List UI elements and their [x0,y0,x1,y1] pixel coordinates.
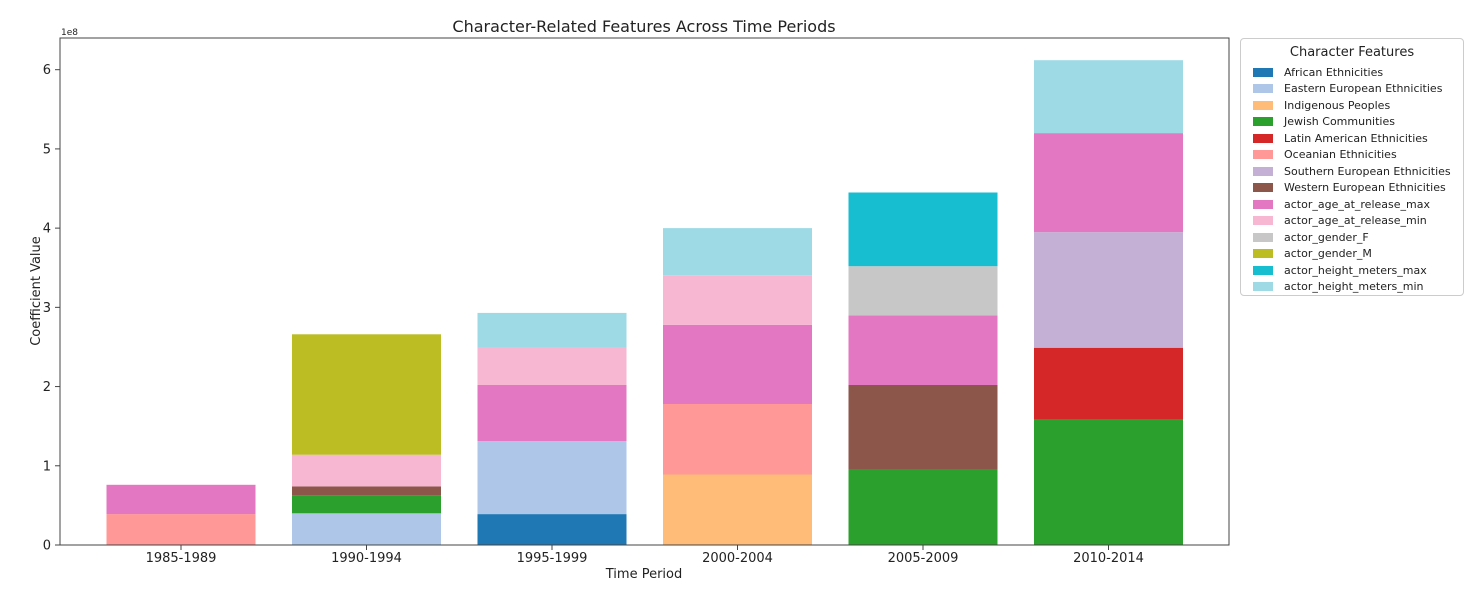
bar-segment [1034,419,1183,545]
legend-item: Oceanian Ethnicities [1253,148,1397,162]
legend-item: actor_age_at_release_max [1253,197,1430,211]
legend-swatch [1253,232,1273,242]
legend-label: actor_gender_M [1284,247,1372,260]
bar-segment [106,514,256,545]
y-tick-label: 3 [43,301,51,316]
legend-label: Eastern European Ethnicities [1284,82,1443,95]
legend-swatch [1253,84,1273,93]
plot-area-frame [59,37,1230,546]
bar-segment [477,385,627,442]
bar-segment [848,315,998,385]
x-tick-label: 1995-1999 [517,551,588,566]
x-tick-label: 2000-2004 [702,551,773,566]
bar-segment [477,347,627,385]
legend-label: actor_age_at_release_max [1284,197,1430,211]
bar-segment [663,275,812,325]
legend-label: Southern European Ethnicities [1284,164,1451,178]
y-axis-offset-text: 1e8 [61,28,78,38]
legend-swatch [1253,265,1273,275]
legend-label: Western European Ethnicities [1284,181,1446,194]
x-axis-label: Time Period [605,567,682,582]
legend-label: Latin American Ethnicities [1284,131,1428,145]
bar-segment [1034,133,1183,233]
y-tick-label: 1 [43,459,51,474]
bar-segment [292,495,441,514]
legend-item: Jewish Communities [1253,115,1395,129]
y-tick-label: 2 [43,380,51,395]
legend-item: Southern European Ethnicities [1253,164,1451,178]
legend-swatch [1253,216,1273,225]
legend-label: African Ethnicities [1284,65,1384,79]
legend-item: actor_gender_F [1253,230,1369,244]
x-tick-label: 2005-2009 [888,551,959,566]
y-tick-label: 0 [43,539,51,554]
legend-swatch [1253,100,1273,110]
y-tick-label: 5 [43,142,51,157]
bar-segment [663,474,812,545]
legend-item: Indigenous Peoples [1253,98,1390,112]
bar-segment [1034,347,1183,420]
bar-segment [663,228,812,276]
x-tick-label: 1985-1989 [146,551,217,566]
bar-segment [663,324,812,404]
legend-swatch [1253,249,1273,258]
bar-segment [1034,60,1183,134]
chart-title: Character-Related Features Across Time P… [452,17,835,36]
legend-item: African Ethnicities [1253,65,1383,79]
legend-item: Eastern European Ethnicities [1253,82,1442,96]
legend-label: actor_gender_F [1284,230,1369,244]
legend-swatch [1253,183,1273,192]
legend-label: Jewish Communities [1284,115,1395,128]
bar-segment [292,513,441,545]
bar-segment [292,454,441,487]
legend-swatch [1253,282,1273,291]
legend-swatch [1253,117,1273,126]
legend-label: actor_height_meters_max [1284,263,1427,277]
legend-item: Western European Ethnicities [1253,181,1446,195]
legend-item: actor_age_at_release_min [1253,214,1427,228]
bar-segment [663,404,812,475]
legend-swatch [1253,67,1273,77]
bar-segment [848,468,998,545]
legend-label: Indigenous Peoples [1284,98,1391,112]
bar-segment [106,484,256,515]
legend-swatch [1253,150,1273,159]
legend-item: actor_height_meters_min [1253,280,1423,294]
y-axis-ticks: 0 1 2 3 4 5 6 [43,63,60,554]
bars-layer [106,60,1183,545]
y-axis-label: Coefficient Value [29,236,44,346]
legend: Character Features African Ethnicities Ea… [1240,38,1464,296]
legend-swatch [1253,133,1273,143]
bar-segment [848,266,998,316]
bar-segment [292,486,441,496]
y-tick-label: 6 [43,63,51,78]
legend-label: actor_age_at_release_min [1284,214,1427,227]
x-tick-label: 2010-2014 [1073,551,1144,566]
bar-segment [477,312,627,347]
legend-label: Oceanian Ethnicities [1284,148,1397,161]
legend-label: actor_height_meters_min [1284,280,1424,293]
bar-segment [477,514,627,545]
legend-swatch [1253,166,1273,176]
legend-item: actor_gender_M [1253,247,1372,261]
y-tick-label: 4 [43,222,51,237]
bar-segment [292,334,441,455]
bar-segment [848,192,998,267]
x-tick-label: 1990-1994 [331,551,402,566]
x-axis-ticks: 1985-1989 1990-1994 1995-1999 2000-2004 2005… [146,545,1144,566]
legend-item: Latin American Ethnicities [1253,131,1428,145]
legend-swatch [1253,199,1273,209]
legend-item: actor_height_meters_max [1253,263,1427,277]
legend-title: Character Features [1289,45,1415,60]
bar-segment [848,385,998,469]
bar-segment [1034,232,1183,348]
bar-segment [477,441,627,515]
